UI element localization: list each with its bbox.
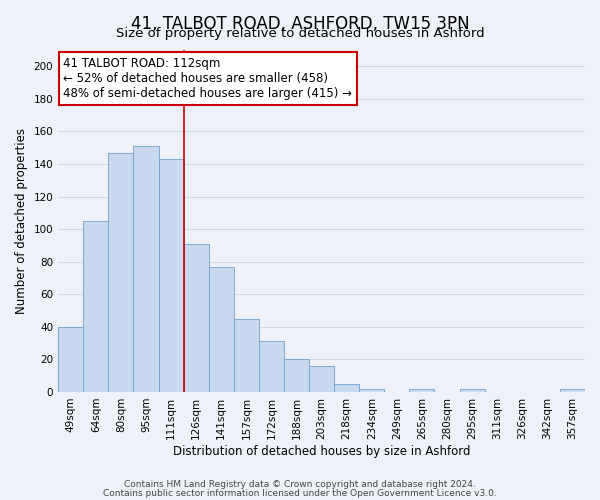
- Bar: [560, 388, 585, 392]
- Bar: [309, 366, 334, 392]
- Bar: [334, 384, 359, 392]
- Bar: [409, 388, 434, 392]
- Bar: [133, 146, 158, 392]
- Bar: [460, 388, 485, 392]
- Text: 41 TALBOT ROAD: 112sqm
← 52% of detached houses are smaller (458)
48% of semi-de: 41 TALBOT ROAD: 112sqm ← 52% of detached…: [64, 57, 352, 100]
- Bar: [83, 221, 109, 392]
- Y-axis label: Number of detached properties: Number of detached properties: [15, 128, 28, 314]
- Bar: [58, 327, 83, 392]
- Text: 41, TALBOT ROAD, ASHFORD, TW15 3PN: 41, TALBOT ROAD, ASHFORD, TW15 3PN: [131, 15, 469, 33]
- Bar: [158, 159, 184, 392]
- Bar: [234, 318, 259, 392]
- X-axis label: Distribution of detached houses by size in Ashford: Distribution of detached houses by size …: [173, 444, 470, 458]
- Bar: [209, 266, 234, 392]
- Bar: [184, 244, 209, 392]
- Bar: [109, 152, 133, 392]
- Bar: [284, 360, 309, 392]
- Text: Size of property relative to detached houses in Ashford: Size of property relative to detached ho…: [116, 28, 484, 40]
- Text: Contains HM Land Registry data © Crown copyright and database right 2024.: Contains HM Land Registry data © Crown c…: [124, 480, 476, 489]
- Bar: [259, 342, 284, 392]
- Bar: [359, 388, 385, 392]
- Text: Contains public sector information licensed under the Open Government Licence v3: Contains public sector information licen…: [103, 489, 497, 498]
